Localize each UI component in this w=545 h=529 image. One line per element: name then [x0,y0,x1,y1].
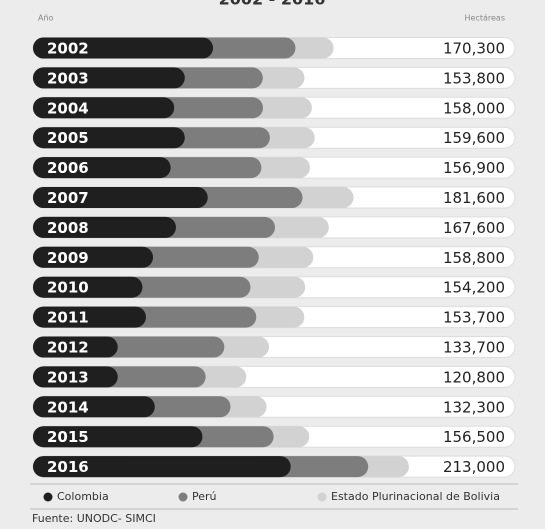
data-label: 158,000 [443,99,505,117]
legend-label: Estado Plurinacional de Bolivia [331,490,500,503]
legend-label: Perú [192,490,217,503]
data-label: 159,600 [443,129,505,147]
bar-segment [33,246,154,268]
data-label: 120,800 [443,368,505,386]
data-label: 156,900 [443,159,505,177]
y-tick-label: 2010 [47,279,89,297]
category-header: Año [38,14,54,23]
y-tick-label: 2003 [47,69,89,87]
y-tick-label: 2009 [47,249,89,267]
bar-segment [33,396,155,418]
y-tick-label: 2014 [47,398,89,416]
data-label: 153,700 [443,309,505,327]
source: Fuente: UNODC- SIMCI [32,512,156,525]
data-label: 167,600 [443,219,505,237]
bar-segment [33,426,203,448]
bar-segment [33,187,208,208]
data-label: 181,600 [443,189,505,207]
y-tick-label: 2006 [47,159,89,177]
y-tick-label: 2005 [47,129,89,147]
y-tick-label: 2012 [47,339,89,357]
data-label: 170,300 [443,40,505,58]
y-tick-label: 2011 [47,309,89,327]
legend-swatch [317,492,327,502]
y-tick-label: 2013 [47,368,89,386]
chart-title: 2002 - 2016 [219,0,326,9]
legend-swatch [43,492,53,502]
bar-segment [33,37,214,59]
bar-segment [33,336,118,358]
bar-segment [33,366,118,388]
bar-segment [33,97,175,119]
bar-segment [33,216,176,238]
y-tick-label: 2008 [47,219,89,237]
data-label: 154,200 [443,279,505,297]
bar-segment [33,157,171,179]
bar-segment [33,456,291,478]
y-tick-label: 2016 [47,458,89,476]
bar-segment [33,306,146,328]
bar-segment [33,276,143,298]
bar-segment [33,67,185,89]
bar-segment [33,127,185,149]
y-tick-label: 2015 [47,428,89,446]
data-label: 153,800 [443,69,505,87]
y-tick-label: 2007 [47,189,89,207]
data-label: 213,000 [443,458,505,476]
legend-swatch [178,492,188,502]
y-tick-label: 2004 [47,99,89,117]
data-label: 156,500 [443,428,505,446]
legend-label: Colombia [57,490,109,503]
y-tick-label: 2002 [47,40,89,58]
data-label: 133,700 [443,339,505,357]
data-label: 132,300 [443,398,505,416]
value-header: Hectáreas [465,14,505,23]
data-label: 158,800 [443,249,505,267]
